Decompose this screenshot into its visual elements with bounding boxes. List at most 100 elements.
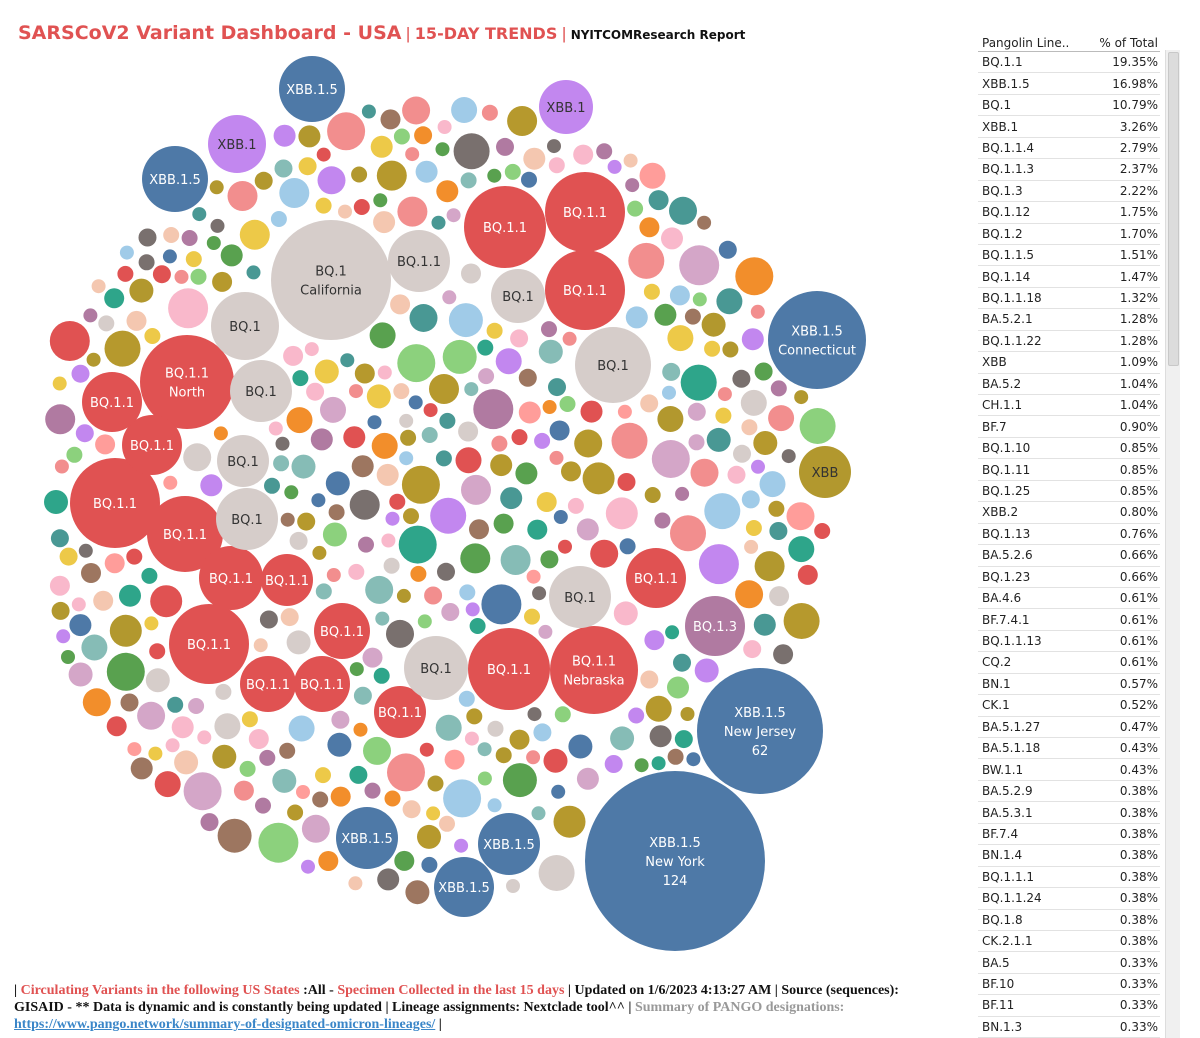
bubble[interactable] — [149, 643, 166, 660]
bubble[interactable] — [448, 303, 483, 338]
table-row[interactable]: XBB 1.09% — [978, 352, 1160, 374]
bubble[interactable] — [491, 435, 508, 452]
bubble-circle[interactable] — [70, 458, 160, 548]
bubble[interactable] — [568, 734, 593, 759]
table-row[interactable]: XBB.1.5 16.98% — [978, 73, 1160, 95]
bubble[interactable] — [596, 143, 613, 160]
bubble[interactable] — [254, 171, 273, 190]
bubble-circle[interactable] — [550, 626, 638, 714]
bubble[interactable] — [215, 683, 232, 700]
bubble[interactable] — [200, 474, 223, 497]
bubble[interactable] — [461, 263, 481, 284]
bubble[interactable] — [93, 590, 114, 611]
bubble[interactable] — [644, 487, 661, 503]
bubble[interactable] — [674, 730, 693, 749]
bubble[interactable] — [466, 708, 483, 725]
bubble-circle[interactable] — [464, 186, 546, 268]
bubble[interactable] — [351, 455, 374, 478]
labeled-bubble[interactable]: BQ.1.1 — [388, 230, 450, 292]
bubble[interactable] — [291, 454, 316, 479]
bubble[interactable] — [455, 447, 482, 474]
bubble[interactable] — [645, 695, 672, 722]
bubble[interactable] — [284, 485, 299, 500]
bubble[interactable] — [264, 477, 280, 494]
bubble[interactable] — [298, 157, 317, 176]
table-row[interactable]: BA.5.2.9 0.38% — [978, 781, 1160, 803]
bubble[interactable] — [126, 548, 143, 565]
bubble-circle[interactable] — [549, 566, 611, 628]
bubble[interactable] — [306, 382, 325, 401]
bubble[interactable] — [200, 813, 219, 832]
bubble-circle[interactable] — [271, 220, 391, 340]
bubble[interactable] — [325, 471, 350, 496]
bubble[interactable] — [538, 339, 563, 364]
bubble[interactable] — [640, 394, 659, 413]
bubble[interactable] — [316, 147, 331, 162]
bubble[interactable] — [348, 876, 363, 891]
scrollbar-thumb[interactable] — [1168, 52, 1179, 366]
labeled-bubble[interactable]: BQ.1 California — [271, 220, 391, 340]
table-row[interactable]: BA.5.1.18 0.43% — [978, 738, 1160, 760]
bubble[interactable] — [129, 278, 154, 303]
bubble[interactable] — [61, 650, 75, 664]
bubble[interactable] — [383, 557, 400, 574]
bubble[interactable] — [59, 547, 78, 566]
bubble[interactable] — [698, 544, 739, 585]
bubble[interactable] — [477, 339, 494, 356]
bubble-circle[interactable] — [240, 656, 296, 712]
bubble-circle[interactable] — [434, 857, 494, 917]
bubble[interactable] — [150, 585, 183, 618]
bubble-circle[interactable] — [122, 415, 182, 475]
bubble[interactable] — [464, 382, 479, 397]
bubble[interactable] — [137, 701, 166, 730]
bubble[interactable] — [690, 458, 719, 487]
labeled-bubble[interactable]: XBB.1.5 — [478, 813, 540, 875]
bubble[interactable] — [464, 731, 479, 746]
bubble[interactable] — [117, 265, 134, 282]
bubble[interactable] — [183, 772, 222, 811]
bubble[interactable] — [670, 515, 706, 552]
bubble[interactable] — [210, 218, 225, 233]
bubble[interactable] — [393, 383, 410, 400]
labeled-bubble[interactable]: BQ.1.1 — [82, 372, 142, 432]
bubble[interactable] — [473, 389, 514, 430]
bubble-circle[interactable] — [169, 604, 249, 684]
bubble-circle[interactable] — [142, 146, 208, 212]
bubble[interactable] — [394, 850, 415, 871]
table-row[interactable]: BF.7 0.90% — [978, 416, 1160, 438]
bubble[interactable] — [402, 96, 431, 125]
bubble[interactable] — [692, 292, 707, 307]
bubble[interactable] — [401, 465, 440, 504]
bubble[interactable] — [590, 539, 619, 568]
bubble[interactable] — [773, 644, 794, 665]
bubble[interactable] — [192, 207, 207, 222]
bubble[interactable] — [559, 396, 576, 412]
table-row[interactable]: BN.1.3 0.33% — [978, 1017, 1160, 1038]
bubble[interactable] — [239, 219, 270, 250]
bubble[interactable] — [138, 228, 157, 247]
bubble[interactable] — [167, 696, 184, 713]
bubble[interactable] — [506, 879, 520, 893]
bubble[interactable] — [610, 726, 635, 751]
bubble[interactable] — [104, 553, 125, 574]
bubble[interactable] — [718, 240, 737, 259]
table-row[interactable]: XBB.1 3.26% — [978, 116, 1160, 138]
bubble[interactable] — [665, 625, 680, 640]
bubble[interactable] — [292, 370, 309, 387]
bubble[interactable] — [402, 800, 421, 819]
bubble[interactable] — [130, 757, 153, 780]
bubble-circle[interactable] — [404, 636, 468, 700]
bubble[interactable] — [419, 742, 434, 757]
bubble[interactable] — [174, 750, 199, 775]
table-row[interactable]: CK.1 0.52% — [978, 695, 1160, 717]
bubble[interactable] — [315, 197, 332, 214]
bubble[interactable] — [174, 269, 189, 284]
table-row[interactable]: BQ.1.23 0.66% — [978, 567, 1160, 588]
table-row[interactable]: BF.10 0.33% — [978, 974, 1160, 996]
bubble[interactable] — [106, 652, 145, 691]
bubble[interactable] — [369, 322, 396, 349]
bubble[interactable] — [640, 670, 659, 689]
bubble[interactable] — [362, 647, 383, 668]
bubble[interactable] — [188, 698, 205, 714]
bubble[interactable] — [399, 413, 414, 428]
